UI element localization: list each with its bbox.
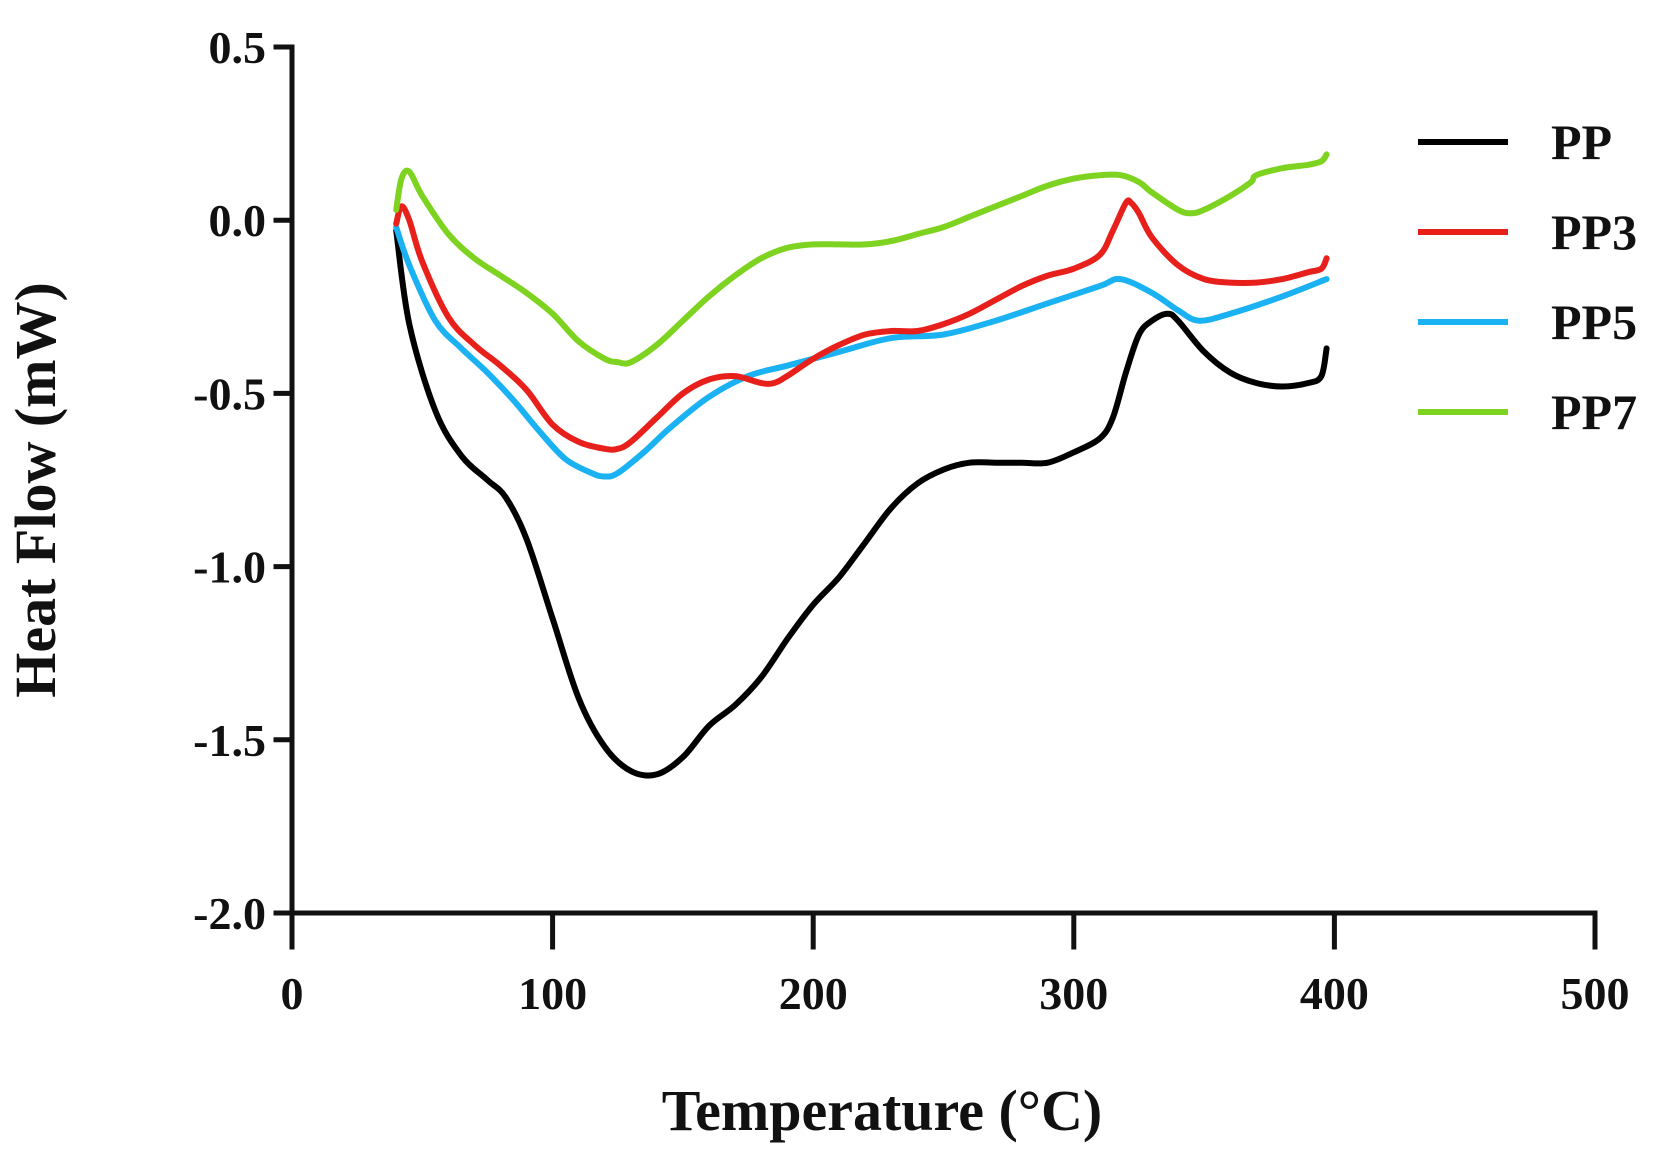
x-tick-label: 100 xyxy=(518,968,587,1019)
legend-label-pp: PP xyxy=(1551,114,1612,170)
series-line-pp5 xyxy=(393,224,1330,480)
y-tick-label: -1.0 xyxy=(193,542,266,593)
x-axis-title: Temperature (°C) xyxy=(662,1078,1102,1143)
y-tick-label: -1.5 xyxy=(193,715,266,766)
legend-label-pp3: PP3 xyxy=(1551,204,1637,260)
legend-label-pp7: PP7 xyxy=(1551,384,1637,440)
x-tick-label: 0 xyxy=(281,968,304,1019)
series-line-pp xyxy=(393,227,1330,779)
x-tick-label: 500 xyxy=(1561,968,1630,1019)
y-tick-label: -0.5 xyxy=(193,368,266,419)
axes: 0.5 0.0 -0.5 -1.0 -1.5 -2.0 0 100 200 300 400 500 xyxy=(193,22,1629,1019)
y-tick-label: 0.5 xyxy=(209,22,267,73)
x-tick-label: 200 xyxy=(779,968,848,1019)
legend: PP PP3 PP5 PP7 xyxy=(1418,114,1637,440)
series-line-pp3 xyxy=(393,197,1330,453)
x-tick-label: 300 xyxy=(1039,968,1108,1019)
plot-area xyxy=(393,151,1330,779)
y-tick-label: -2.0 xyxy=(193,888,266,939)
series-line-pp7 xyxy=(393,151,1330,367)
y-axis-title: Heat Flow (mW) xyxy=(3,282,68,698)
y-tick-label: 0.0 xyxy=(209,195,267,246)
x-tick-label: 400 xyxy=(1300,968,1369,1019)
legend-label-pp5: PP5 xyxy=(1551,294,1637,350)
